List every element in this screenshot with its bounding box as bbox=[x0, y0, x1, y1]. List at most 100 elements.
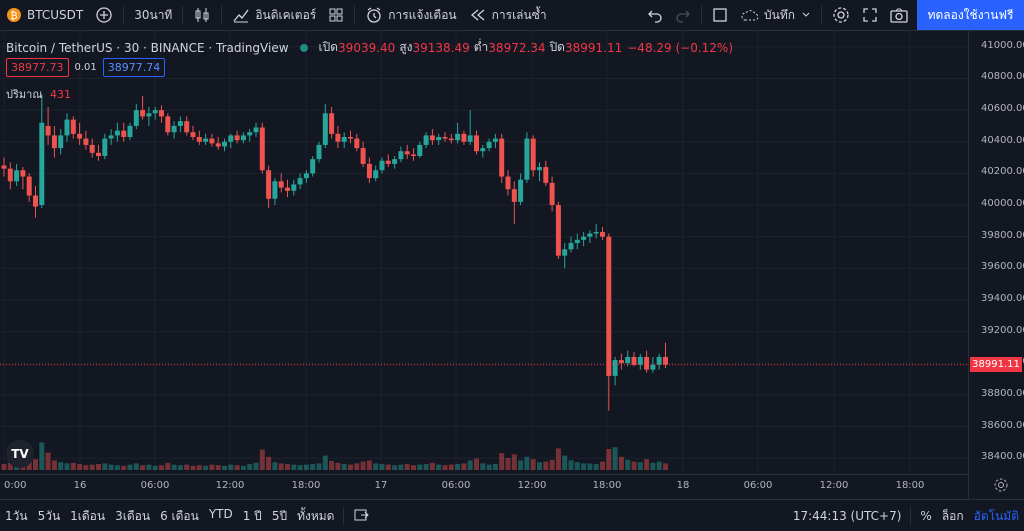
volume-bar bbox=[215, 465, 221, 470]
range-button[interactable]: 1 ปี bbox=[242, 508, 262, 523]
volume-bar bbox=[574, 462, 580, 470]
volume-bar bbox=[480, 463, 486, 470]
log-toggle[interactable]: ล็อก bbox=[941, 508, 964, 523]
volume-bar bbox=[33, 459, 38, 470]
candle-body bbox=[165, 116, 171, 133]
indicators-button[interactable]: อินดิเคเตอร์ bbox=[226, 0, 322, 30]
volume-bar bbox=[96, 464, 101, 470]
candle-body bbox=[612, 360, 618, 376]
auto-toggle[interactable]: อัตโนมัติ bbox=[973, 508, 1019, 523]
range-button[interactable]: 1เดือน bbox=[70, 508, 106, 523]
layouts-button[interactable] bbox=[322, 0, 350, 30]
candle-body bbox=[385, 160, 391, 164]
clock-timezone[interactable]: 17:44:13 (UTC+7) bbox=[792, 509, 902, 523]
range-button[interactable]: 6 เดือน bbox=[160, 508, 199, 523]
volume-bar bbox=[1, 464, 7, 470]
divider bbox=[343, 507, 345, 525]
candle-body bbox=[480, 148, 486, 152]
sell-price-button[interactable]: 38977.73 bbox=[6, 58, 69, 77]
volume-bar bbox=[442, 465, 448, 470]
volume-bar bbox=[45, 452, 51, 470]
plus-circle-icon bbox=[95, 6, 113, 24]
volume-bar bbox=[108, 464, 114, 470]
volume-bar bbox=[417, 464, 423, 470]
tradingview-logo-icon[interactable]: TV bbox=[6, 440, 34, 468]
interval-button[interactable]: 30นาที bbox=[134, 7, 173, 22]
axis-settings-gear-icon[interactable] bbox=[993, 477, 1009, 493]
volume-bar bbox=[171, 464, 177, 470]
price-chart[interactable] bbox=[0, 31, 1024, 499]
percent-toggle[interactable]: % bbox=[920, 509, 932, 523]
volume-bar bbox=[354, 463, 360, 470]
volume-bar bbox=[637, 462, 643, 470]
candle-body bbox=[606, 236, 612, 376]
compare-button[interactable] bbox=[89, 0, 119, 30]
candle-body bbox=[171, 125, 177, 133]
candle-body bbox=[650, 364, 656, 370]
volume-legend: ปริมาณ 431 bbox=[6, 85, 71, 103]
candle-body bbox=[341, 137, 347, 142]
free-trial-button[interactable]: ทดลองใช้งานฟรี bbox=[917, 0, 1024, 30]
candle-body bbox=[436, 137, 442, 141]
volume-bar bbox=[297, 465, 303, 470]
volume-bar bbox=[329, 461, 335, 470]
range-buttons: 1วัน 5วัน 1เดือน 3เดือน 6 เดือน YTD 1 ปี 5ปี ทั้… bbox=[0, 507, 339, 526]
price-tick-label: 40800.00 bbox=[981, 71, 1024, 83]
range-button[interactable]: ทั้งหมด bbox=[297, 508, 335, 523]
fullscreen-layout-button[interactable] bbox=[706, 0, 734, 30]
volume-bar bbox=[455, 464, 461, 470]
indicators-label: อินดิเคเตอร์ bbox=[255, 7, 317, 22]
range-button[interactable]: 5ปี bbox=[271, 508, 288, 523]
candle-body bbox=[618, 360, 624, 364]
undo-button[interactable] bbox=[641, 0, 669, 30]
candle-body bbox=[127, 125, 133, 138]
settings-button[interactable] bbox=[826, 0, 856, 30]
alert-button[interactable]: การแจ้งเตือน bbox=[359, 0, 462, 30]
candle-body bbox=[499, 138, 505, 177]
volume-bar bbox=[606, 449, 612, 470]
range-button[interactable]: 1วัน bbox=[5, 508, 28, 523]
high-label: สูง bbox=[399, 40, 413, 54]
goto-date-button[interactable] bbox=[348, 507, 374, 526]
volume-bar bbox=[159, 465, 164, 470]
snapshot-button[interactable] bbox=[884, 0, 914, 30]
range-button[interactable]: 3เดือน bbox=[115, 508, 151, 523]
time-tick-label: 18:00 bbox=[291, 480, 321, 491]
range-button[interactable]: YTD bbox=[208, 506, 233, 521]
time-tick-label: 17 bbox=[374, 480, 388, 491]
price-axis[interactable]: 41000.00 40800.00 40600.00 40400.00 40200.00… bbox=[968, 31, 1024, 499]
candle-body bbox=[7, 168, 13, 182]
volume-bar bbox=[272, 462, 278, 470]
candle-body bbox=[467, 135, 473, 142]
range-button[interactable]: 5วัน bbox=[37, 508, 61, 523]
symbol-search[interactable]: ₿ BTCUSDT bbox=[0, 0, 89, 30]
candle-body bbox=[70, 119, 76, 134]
candle-body bbox=[259, 127, 265, 171]
volume-bar bbox=[7, 462, 13, 470]
replay-button[interactable]: การเล่นซ้ำ bbox=[463, 0, 553, 30]
time-tick-label: 18:00 bbox=[895, 480, 925, 491]
candle-body bbox=[33, 195, 38, 207]
rewind-icon bbox=[469, 6, 487, 24]
fullscreen-button[interactable] bbox=[856, 0, 884, 30]
save-button[interactable]: บันทึก bbox=[734, 0, 817, 30]
candles-icon bbox=[193, 6, 211, 24]
candle-body bbox=[329, 113, 335, 134]
volume-bar bbox=[631, 461, 637, 470]
candle-body bbox=[461, 133, 467, 142]
redo-button[interactable] bbox=[669, 0, 697, 30]
candle-body bbox=[423, 135, 429, 145]
time-axis[interactable]: 0:00 16 06:00 12:00 18:00 17 06:00 12:00 18:00 18… bbox=[0, 474, 968, 497]
candle-body bbox=[656, 356, 662, 365]
volume-bar bbox=[234, 465, 240, 470]
price-tick-label: 38600.00 bbox=[981, 419, 1024, 431]
candle-body bbox=[102, 138, 108, 156]
buy-price-button[interactable]: 38977.74 bbox=[102, 58, 166, 77]
time-tick-label: 06:00 bbox=[441, 480, 471, 491]
volume-bar bbox=[77, 464, 83, 470]
symbol-title[interactable]: Bitcoin / TetherUS · 30 · BINANCE · Trad… bbox=[6, 40, 289, 55]
volume-bar bbox=[663, 463, 668, 470]
undo-icon bbox=[647, 7, 663, 23]
chart-type-button[interactable] bbox=[187, 0, 217, 30]
candle-body bbox=[152, 110, 158, 114]
